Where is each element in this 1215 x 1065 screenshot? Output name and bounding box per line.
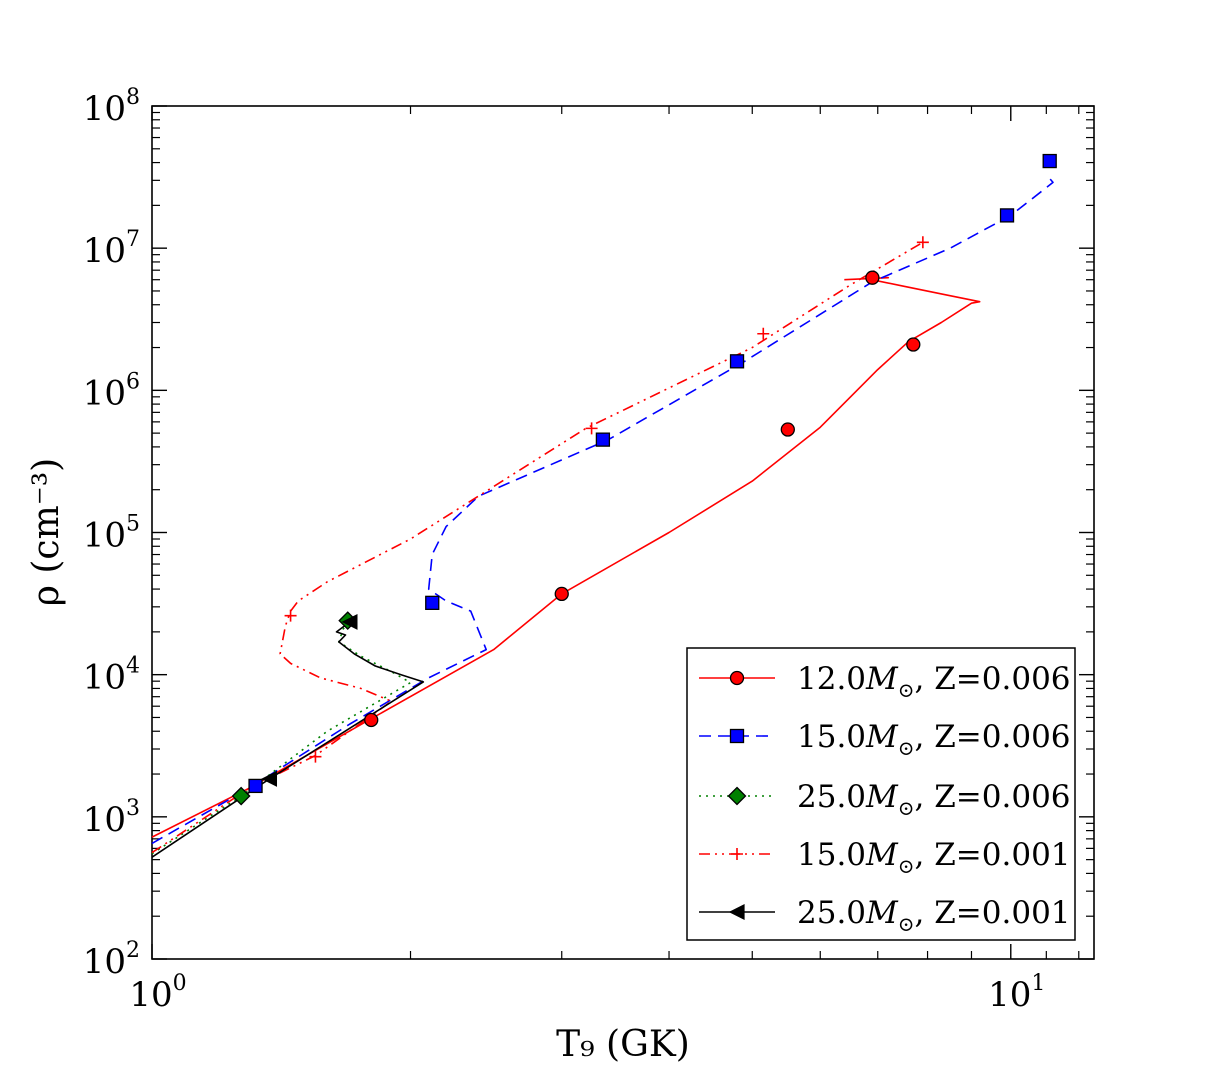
legend-label: 25.0M⊙, Z=0.006 — [797, 779, 1071, 820]
legend-entry: 25.0M⊙, Z=0.006 — [699, 779, 1071, 820]
data-point-marker — [729, 354, 745, 369]
data-point-marker — [309, 750, 322, 763]
data-point-marker — [248, 778, 263, 794]
legend-label: 15.0M⊙, Z=0.006 — [797, 719, 1071, 760]
data-point-marker — [780, 422, 795, 437]
data-point-marker — [729, 670, 745, 686]
data-point-marker — [731, 848, 743, 860]
legend-entry: 25.0M⊙, Z=0.001 — [699, 895, 1071, 936]
y-tick-label: 106 — [83, 369, 140, 413]
data-point-marker — [729, 728, 745, 744]
legend-entry: 12.0M⊙, Z=0.006 — [699, 661, 1071, 702]
data-point-marker — [757, 327, 770, 340]
series-line — [151, 276, 981, 838]
x-axis-label: T₉ (GK) — [556, 1024, 690, 1065]
y-tick-label: 107 — [83, 227, 140, 271]
data-point-marker — [916, 236, 929, 249]
legend-entry: 15.0M⊙, Z=0.001 — [699, 837, 1071, 878]
legend: 12.0M⊙, Z=0.006 15.0M⊙, Z=0.006 25.0M⊙, … — [686, 647, 1076, 941]
data-point-marker — [284, 609, 297, 622]
legend-label: 12.0M⊙, Z=0.006 — [797, 661, 1071, 702]
minor-ticks — [152, 106, 1094, 959]
x-tick-labels: 100 101 — [129, 971, 1045, 1015]
x-tick-label: 101 — [988, 971, 1045, 1015]
data-point-marker — [261, 770, 278, 787]
data-point-marker — [231, 786, 251, 806]
y-axis-label: ρ (cm⁻³) — [26, 458, 67, 606]
y-tick-labels: 102 103 104 105 106 107 108 — [83, 85, 140, 982]
series-line — [151, 173, 1054, 845]
data-point-marker — [1042, 153, 1057, 169]
data-point-marker — [999, 208, 1015, 223]
y-tick-label: 102 — [83, 938, 140, 982]
y-tick-label: 104 — [83, 654, 140, 698]
y-tick-label: 105 — [83, 512, 140, 556]
legend-entry: 15.0M⊙, Z=0.006 — [699, 719, 1071, 760]
y-tick-label: 103 — [83, 796, 140, 840]
data-point-marker — [727, 786, 747, 806]
legend-box — [686, 647, 1076, 941]
data-point-marker — [595, 432, 611, 447]
data-point-marker — [728, 904, 745, 920]
data-point-marker — [554, 586, 569, 602]
major-ticks — [151, 105, 1094, 960]
data-point-marker — [341, 613, 358, 630]
y-tick-label: 108 — [83, 85, 140, 129]
legend-label: 25.0M⊙, Z=0.001 — [797, 895, 1071, 936]
data-point-marker — [865, 270, 880, 285]
x-tick-label: 100 — [129, 971, 186, 1015]
legend-label: 15.0M⊙, Z=0.001 — [797, 837, 1071, 878]
data-point-marker — [364, 712, 379, 728]
data-point-marker — [906, 337, 921, 352]
data-point-marker — [585, 422, 598, 435]
series-line — [151, 621, 425, 858]
series-lines — [151, 173, 1054, 858]
series-markers — [231, 153, 1057, 806]
data-point-marker — [425, 595, 440, 611]
